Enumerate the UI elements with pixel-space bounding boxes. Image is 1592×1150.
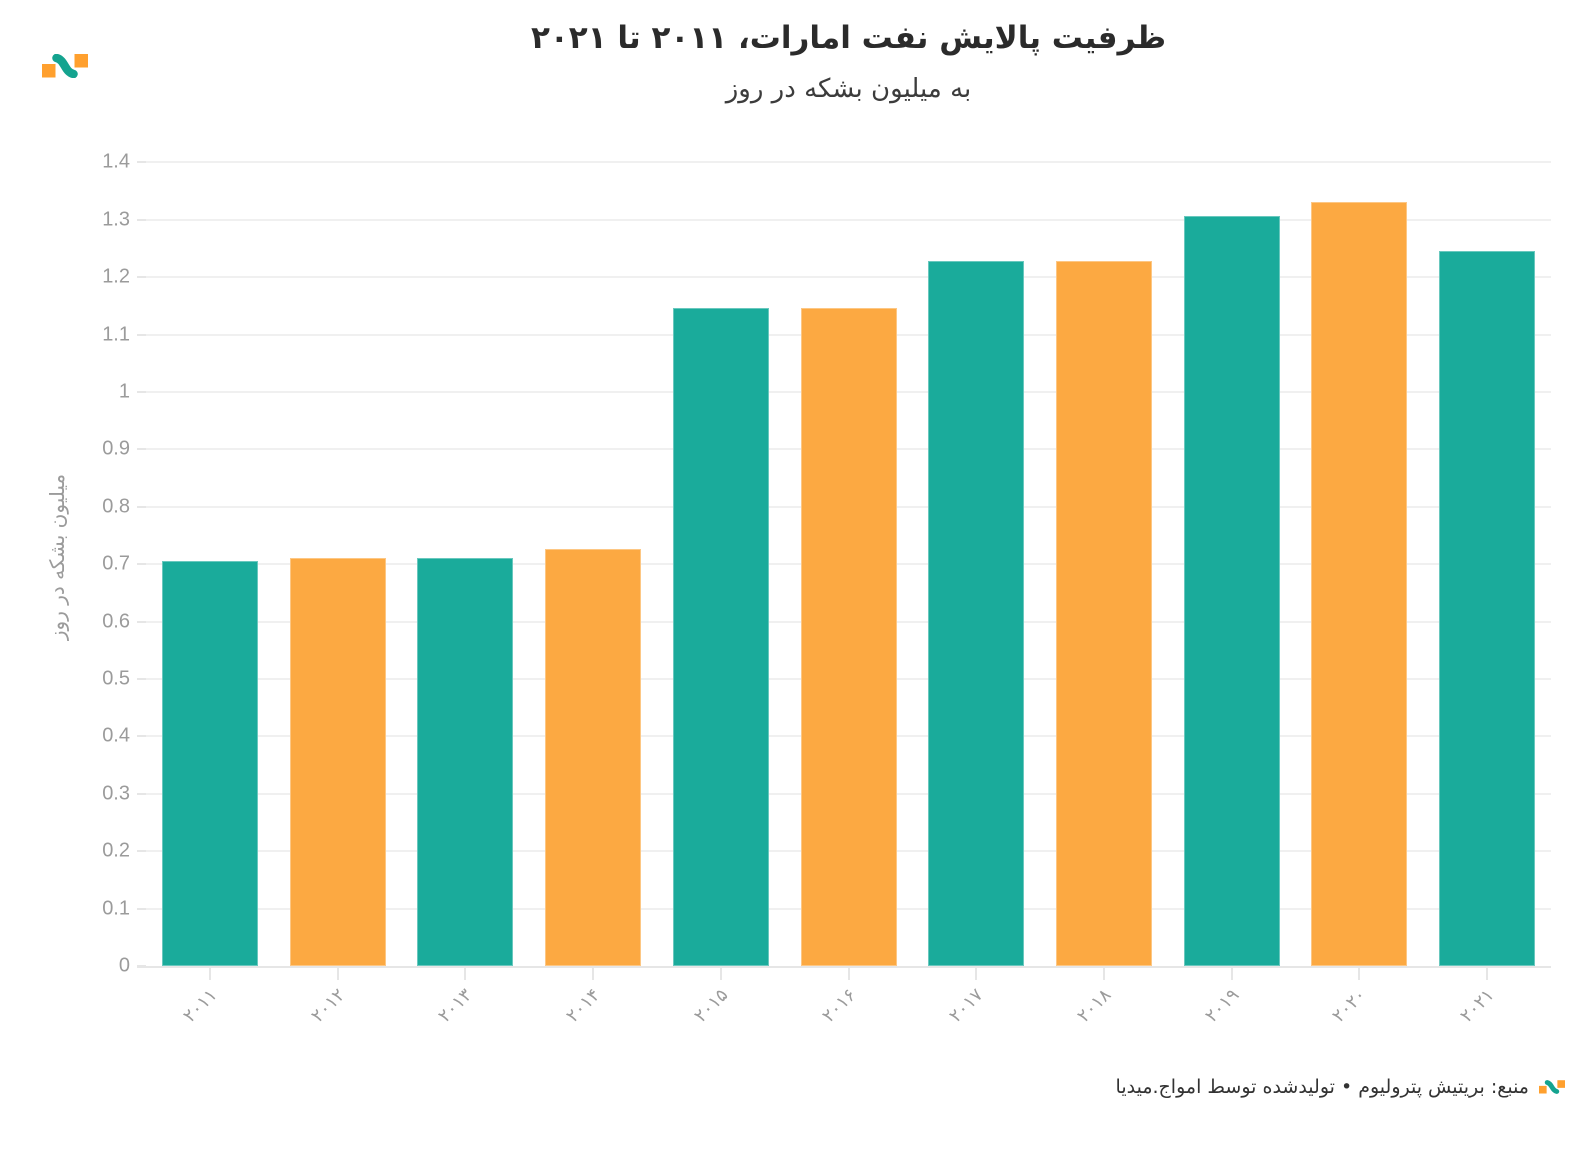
bar-8[interactable] [1055,260,1152,966]
x-tick-mark [1486,968,1489,980]
y-gridline [146,276,1551,279]
y-tick-label: 1.4 [102,150,130,173]
x-tick-label: ۲۰۱۳ [434,984,477,1027]
x-tick-mark [847,968,850,980]
x-tick-label: ۲۰۲۱ [1456,984,1499,1027]
y-tick-label: 0.2 [102,839,130,862]
x-tick-label: ۲۰۲۰ [1328,984,1371,1027]
bar-3[interactable] [417,557,514,966]
bar-4[interactable] [545,548,642,966]
y-tick-mark [137,276,146,279]
y-tick-label: 0.7 [102,552,130,575]
y-tick-label: 0 [118,954,130,977]
y-gridline [146,218,1551,221]
x-tick-mark [975,968,978,980]
source-credit: منبع: بریتیش پترولیوم • تولیدشده توسط ام… [1116,1072,1565,1102]
bar-6[interactable] [800,307,897,966]
x-tick-label: ۲۰۱۴ [562,984,605,1027]
logo-wave [52,54,78,78]
bar-10[interactable] [1311,202,1408,966]
chart-title: ظرفیت پالایش نفت امارات، ۲۰۱۱ تا ۲۰۲۱ [530,20,1167,56]
x-tick-label: ۲۰۱۱ [179,984,222,1027]
amvaj-media-logo-icon [42,54,88,78]
y-gridline [146,161,1551,164]
x-tick-mark [592,968,595,980]
y-tick-mark [137,678,146,680]
logo-square-right [74,54,88,68]
y-tick-label: 0.5 [102,667,130,690]
y-tick-mark [137,448,146,451]
y-tick-label: 1.3 [102,208,130,231]
y-tick-label: 0.8 [102,495,130,518]
x-tick-mark [1230,968,1233,980]
bar-11[interactable] [1439,250,1536,966]
x-axis-line [137,966,1551,968]
y-tick-mark [137,563,146,566]
y-tick-label: 0.1 [102,897,130,920]
y-tick-mark [137,850,146,853]
x-tick-label: ۲۰۱۵ [689,984,733,1027]
y-tick-mark [137,333,146,336]
chart-subtitle: به میلیون بشکه در روز [725,74,972,104]
x-tick-mark [719,968,722,980]
bar-2[interactable] [289,557,386,966]
x-tick-mark [1358,968,1361,980]
y-tick-label: 1.1 [102,323,130,346]
x-tick-mark [1102,968,1105,980]
y-tick-mark [137,907,146,910]
y-tick-label: 1.2 [102,265,130,288]
amvaj-media-logo-small-icon [1539,1080,1565,1094]
bar-7[interactable] [928,260,1025,966]
y-tick-label: 0.3 [102,782,130,805]
y-tick-mark [137,792,146,795]
x-tick-mark [336,968,339,980]
y-tick-mark [137,505,146,508]
y-tick-label: 0.4 [102,724,130,747]
x-tick-mark [464,968,467,980]
x-tick-mark [208,968,211,980]
y-tick-mark [137,391,146,393]
bar-5[interactable] [672,307,769,966]
y-tick-mark [137,735,146,738]
y-tick-mark [137,620,146,623]
x-tick-label: ۲۰۱۲ [306,984,350,1027]
x-tick-label: ۲۰۱۸ [1073,984,1116,1027]
source-text: منبع: بریتیش پترولیوم • تولیدشده توسط ام… [1115,1076,1529,1098]
y-tick-label: 0.6 [102,610,130,633]
logo-square-left [42,64,56,78]
x-tick-label: ۲۰۱۹ [1200,984,1244,1027]
y-tick-label: 1 [118,380,130,403]
y-tick-mark [137,161,146,164]
bar-1[interactable] [161,560,258,966]
x-tick-label: ۲۰۱۷ [945,984,988,1027]
x-tick-label: ۲۰۱۶ [817,984,860,1027]
y-tick-mark [137,218,146,221]
bar-9[interactable] [1183,216,1280,966]
y-tick-label: 0.9 [102,437,130,460]
